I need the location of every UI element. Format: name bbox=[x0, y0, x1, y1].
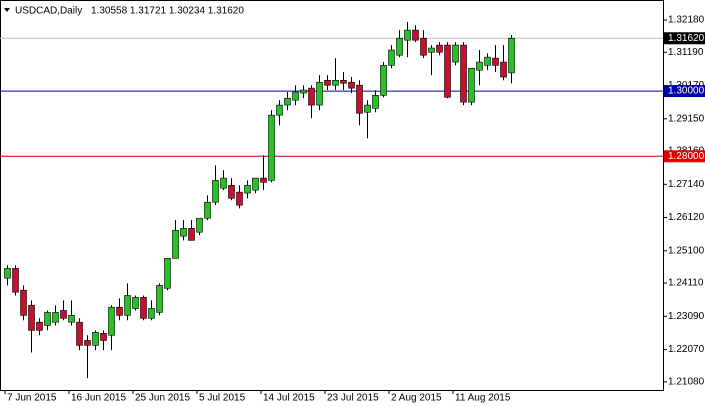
candle-body bbox=[12, 268, 19, 293]
candle-body bbox=[260, 177, 267, 183]
candle-body bbox=[116, 306, 123, 316]
candle-body bbox=[252, 177, 259, 191]
candle-body bbox=[404, 29, 411, 41]
candle-body bbox=[332, 80, 339, 86]
candle-body bbox=[164, 257, 171, 289]
y-tick-label: 1.22070 bbox=[668, 344, 705, 355]
y-tick-label: 1.31190 bbox=[668, 47, 704, 58]
x-tick-label: 14 Jul 2015 bbox=[263, 393, 315, 404]
x-tick-label: 7 Jun 2015 bbox=[7, 393, 57, 404]
candle-body bbox=[300, 89, 307, 94]
y-tick-label: 1.25100 bbox=[668, 245, 705, 256]
x-tick-label: 25 Jun 2015 bbox=[135, 393, 190, 404]
candle-body bbox=[476, 61, 483, 71]
level-label: 1.30000 bbox=[668, 86, 705, 97]
candle-body bbox=[236, 191, 243, 206]
candle-body bbox=[468, 67, 475, 103]
candle-body bbox=[28, 304, 35, 331]
candle-body bbox=[420, 37, 427, 56]
level-label: 1.31620 bbox=[668, 33, 705, 44]
candle-body bbox=[220, 177, 227, 189]
candle-body bbox=[436, 44, 443, 53]
candle-body bbox=[140, 297, 147, 319]
candle-body bbox=[372, 95, 379, 109]
candle-body bbox=[276, 104, 283, 116]
x-tick-label: 16 Jun 2015 bbox=[71, 393, 126, 404]
candle-body bbox=[124, 295, 131, 316]
candle-body bbox=[292, 91, 299, 101]
level-label: 1.28000 bbox=[668, 151, 705, 162]
candle-body bbox=[508, 37, 515, 74]
candle-body bbox=[388, 49, 395, 66]
ohlc-header: 1.30558 1.31721 1.30234 1.31620 bbox=[91, 6, 244, 17]
candle-body bbox=[268, 114, 275, 181]
y-tick-label: 1.32180 bbox=[668, 15, 705, 26]
candle-body bbox=[180, 228, 187, 237]
candle-body bbox=[228, 184, 235, 199]
y-tick-label: 1.24110 bbox=[668, 278, 704, 289]
y-tick-label: 1.27140 bbox=[668, 179, 705, 190]
x-tick-label: 2 Aug 2015 bbox=[391, 393, 442, 404]
candle-body bbox=[132, 297, 139, 309]
x-tick-label: 23 Jul 2015 bbox=[327, 393, 379, 404]
candle-body bbox=[204, 201, 211, 219]
candle-body bbox=[428, 47, 435, 53]
candle-body bbox=[500, 61, 507, 78]
x-tick-label: 5 Jul 2015 bbox=[199, 393, 246, 404]
candle-body bbox=[380, 65, 387, 96]
candle-body bbox=[156, 285, 163, 313]
y-tick-label: 1.23090 bbox=[668, 311, 705, 322]
candle-body bbox=[356, 84, 363, 114]
candle-body bbox=[52, 312, 59, 323]
candle-body bbox=[172, 229, 179, 259]
candle-body bbox=[492, 57, 499, 66]
candle-body bbox=[212, 180, 219, 203]
candle-body bbox=[484, 56, 491, 66]
candle-body bbox=[308, 87, 315, 106]
candle-body bbox=[452, 44, 459, 63]
level-label-box bbox=[664, 32, 705, 45]
candle-body bbox=[316, 81, 323, 106]
candle-body bbox=[348, 81, 355, 89]
candle-body bbox=[60, 310, 67, 319]
candle-body bbox=[148, 308, 155, 319]
y-tick-label: 1.21080 bbox=[668, 376, 705, 387]
candle-body bbox=[20, 289, 27, 316]
candle-body bbox=[196, 217, 203, 233]
candle-body bbox=[284, 97, 291, 106]
menu-arrow[interactable] bbox=[4, 8, 10, 12]
candle-body bbox=[76, 321, 83, 346]
candle-body bbox=[188, 228, 195, 241]
y-tick-label: 1.26120 bbox=[668, 212, 705, 223]
candle-body bbox=[340, 80, 347, 84]
candle-body bbox=[84, 340, 91, 346]
candle-body bbox=[396, 37, 403, 56]
candle-body bbox=[244, 184, 251, 194]
candle-body bbox=[100, 332, 107, 341]
candle-body bbox=[444, 44, 451, 98]
candle-body bbox=[44, 312, 51, 326]
candle-body bbox=[68, 315, 75, 323]
candle-body bbox=[4, 268, 11, 279]
candle-body bbox=[36, 321, 43, 331]
level-label-box bbox=[664, 85, 705, 98]
chart-title: USDCAD,Daily bbox=[15, 6, 82, 17]
candle-body bbox=[412, 29, 419, 41]
y-tick-label: 1.29150 bbox=[668, 113, 705, 124]
x-tick-label: 11 Aug 2015 bbox=[455, 393, 511, 404]
level-label-box bbox=[664, 150, 705, 163]
candle-body bbox=[460, 44, 467, 103]
plot-frame bbox=[0, 0, 664, 391]
candle-body bbox=[92, 331, 99, 346]
candle-body bbox=[364, 104, 371, 113]
candle-body bbox=[324, 80, 331, 86]
candle-body bbox=[108, 306, 115, 336]
